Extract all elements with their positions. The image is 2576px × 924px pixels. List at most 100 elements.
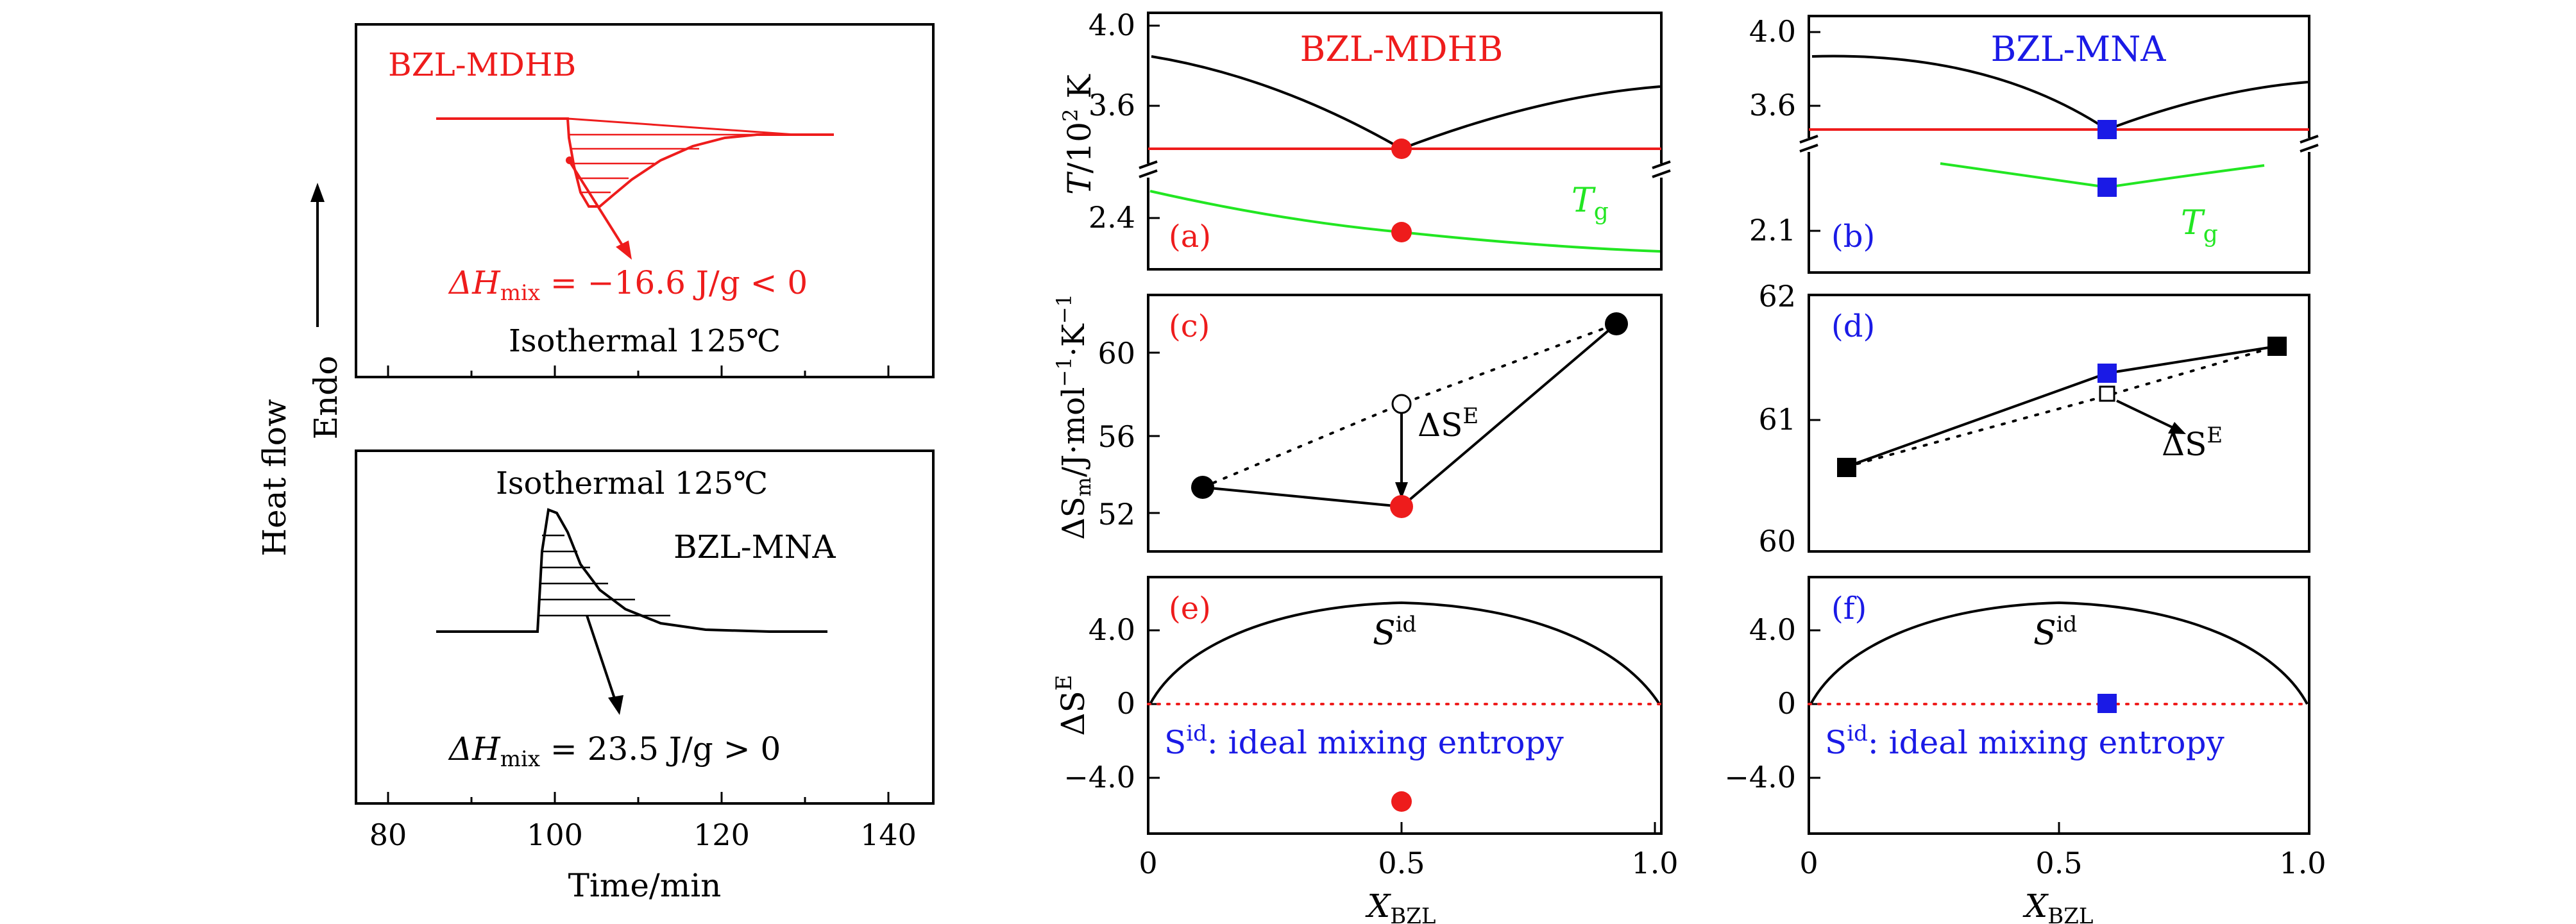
ab-yticks: [1148, 24, 1820, 232]
f-xlabel: XBZL: [2022, 887, 2094, 924]
dsc-bottom-sample: BZL-MNA: [674, 528, 836, 566]
dsc-top-arrowhead: [616, 240, 632, 260]
dsc-bottom-iso: Isothermal 125℃: [496, 466, 768, 501]
b-melting-line: [1811, 55, 2309, 131]
panel-b: BZL-MNA (b) Tg: [1809, 29, 2309, 255]
f-ytick-4.0: 4.0: [1749, 612, 1796, 647]
a-ytick-3.6: 3.6: [1089, 88, 1135, 122]
ytick-labels: 4.0 3.6 2.4 4.0 3.6 2.1: [1089, 8, 1796, 248]
a-label: (a): [1169, 219, 1211, 255]
dsc-top-curve: [436, 117, 834, 208]
dsc-top-frame: [355, 23, 935, 378]
e-label: (e): [1169, 591, 1211, 626]
frame-a: [1147, 12, 1663, 271]
dsc-bottom-ticks: [387, 792, 890, 803]
panel-a: BZL-MDHB (a) Tg: [1148, 29, 1661, 255]
panel-f: 4.0 0 −4.0 Sid Sid: ideal mixing entropy…: [1724, 591, 2326, 924]
dsc-endo-arrow-head: [310, 183, 325, 202]
f-ytick--4.0: −4.0: [1724, 760, 1796, 794]
axis-breaks: [1139, 135, 2319, 178]
d-point-x0.92: [2267, 337, 2287, 356]
e-point: [1391, 791, 1412, 812]
dsc-bottom-arrowhead: [608, 695, 623, 715]
b-label: (b): [1831, 219, 1875, 255]
e-xtick-1.0: 1.0: [1631, 846, 1678, 880]
d-excess-arrow: [2116, 399, 2175, 430]
c-ytick-52: 52: [1097, 497, 1135, 532]
e-ytick-0: 0: [1117, 686, 1135, 721]
b-ytick-4.0: 4.0: [1749, 14, 1796, 49]
d-ytick-60: 60: [1758, 524, 1796, 559]
dsc-panels: 80 100 120 140 Time/min Heat flow Endo B…: [256, 23, 935, 904]
d-ytick-62: 62: [1758, 279, 1796, 314]
c-point-ideal: [1391, 394, 1412, 414]
dsc-top-sample: BZL-MDHB: [388, 46, 576, 83]
b-point-tg: [2097, 178, 2117, 197]
frame-d: [1808, 294, 2310, 553]
d-ytick-61: 61: [1758, 402, 1796, 437]
dsc-bottom-curve: [436, 508, 827, 633]
panel-frames: [1147, 12, 2310, 835]
c-measured-line: [1202, 323, 1618, 508]
c-label: (c): [1169, 308, 1210, 344]
e-xtick-0: 0: [1139, 846, 1157, 880]
e-xlabel: XBZL: [1365, 887, 1436, 924]
e-ylabel: ΔSE: [1051, 675, 1092, 735]
c-ideal-line: [1201, 323, 1618, 489]
e-xtick-0.5: 0.5: [1378, 846, 1425, 880]
b-tg-annot: Tg: [2181, 204, 2218, 248]
a-melting-line: [1151, 55, 1661, 151]
f-legend: Sid: ideal mixing entropy: [1825, 721, 2225, 761]
f-sid-annot: Sid: [2033, 612, 2077, 653]
a-ytick-4.0: 4.0: [1089, 8, 1135, 42]
dsc-xlabel: Time/min: [568, 867, 722, 904]
panel-e: 4.0 0 −4.0 Sid Sid: ideal mixing entropy…: [1063, 591, 1678, 924]
f-label: (f): [1831, 591, 1867, 626]
dsc-top-marker: [566, 156, 573, 164]
f-xtick-1.0: 1.0: [2279, 846, 2326, 880]
a-ytick-2.4: 2.4: [1089, 200, 1135, 235]
panel-d: 62 61 60 ΔSE (d): [1758, 279, 2287, 559]
c-ytick-56: 56: [1097, 419, 1135, 454]
e-ytick--4.0: −4.0: [1063, 760, 1135, 794]
c-ytick-60: 60: [1097, 336, 1135, 371]
c-ylabel: ΔSm/J·mol−1·K−1: [1052, 294, 1096, 540]
f-xtick-0: 0: [1799, 846, 1818, 880]
b-ytick-2.1: 2.1: [1749, 213, 1796, 248]
f-ytick-0: 0: [1777, 686, 1796, 721]
a-point-eutectic: [1391, 139, 1412, 159]
d-dSE-annot: ΔSE: [2162, 423, 2223, 463]
f-point: [2097, 694, 2117, 713]
c-point-x0.5: [1390, 495, 1413, 518]
c-excess-arrowhead: [1395, 482, 1408, 499]
d-point-x0.59: [2097, 364, 2117, 383]
e-sid-curve: [1149, 601, 1661, 705]
dsc-bottom-dh: ΔHmix = 23.5 J/g > 0: [448, 730, 781, 772]
dsc-xtick-140: 140: [860, 818, 917, 852]
a-title: BZL-MDHB: [1300, 29, 1504, 69]
a-tg-annot: Tg: [1572, 181, 1609, 225]
a-point-tg: [1391, 222, 1412, 242]
b-ytick-3.6: 3.6: [1749, 88, 1796, 122]
d-point-x0.07: [1837, 458, 1856, 477]
panel-c: 60 56 52 ΔSE (c): [1097, 308, 1628, 532]
d-ideal-line: [1845, 345, 2278, 468]
a-ylabel: T/102 K: [1058, 74, 1098, 195]
dsc-xtick-100: 100: [527, 818, 583, 852]
frame-c: [1147, 294, 1663, 553]
b-title: BZL-MNA: [1991, 29, 2167, 69]
b-point-eutectic: [2097, 120, 2117, 139]
e-sid-annot: Sid: [1373, 612, 1416, 653]
d-label: (d): [1831, 308, 1875, 344]
dsc-top-ticks: [387, 365, 890, 377]
f-xtick-0.5: 0.5: [2035, 846, 2082, 880]
dsc-xtick-120: 120: [693, 818, 750, 852]
e-ytick-4.0: 4.0: [1089, 612, 1135, 647]
dsc-top-arrow: [570, 162, 627, 251]
c-point-x0.1: [1191, 476, 1214, 499]
dsc-top-iso: Isothermal 125℃: [509, 323, 781, 359]
dsc-xtick-80: 80: [369, 818, 407, 852]
c-point-x0.92: [1605, 312, 1628, 335]
d-excess-arrowhead: [2168, 422, 2186, 434]
